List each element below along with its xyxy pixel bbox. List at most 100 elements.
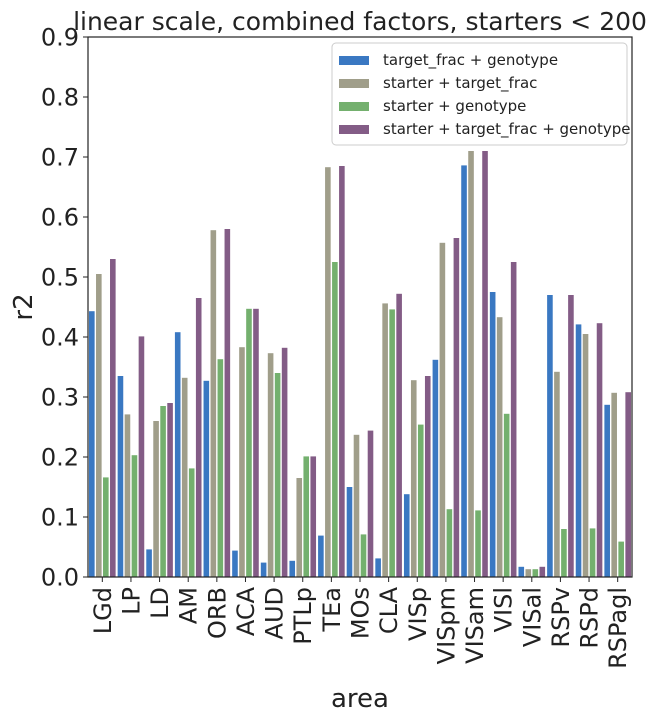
bar-RSPd-series-3 xyxy=(589,528,596,577)
y-tick-label: 0.6 xyxy=(41,204,79,232)
bar-ORB-series-1 xyxy=(203,380,210,577)
legend-swatch xyxy=(339,56,369,65)
bar-RSPv-series-3 xyxy=(561,529,567,577)
bar-VISpm-series-2 xyxy=(439,242,446,578)
bar-PTLp-series-1 xyxy=(289,560,296,577)
y-tick-label: 0.9 xyxy=(41,24,79,52)
x-tick-label: VISl xyxy=(490,587,518,632)
bar-MOs-series-2 xyxy=(353,434,360,577)
bar-LP-series-4 xyxy=(138,336,145,577)
bar-MOs-series-1 xyxy=(346,487,353,577)
x-axis: LGd LP LD AM ORB ACA AUD PTLp TEa MOs CLA VISp VISpm… xyxy=(89,577,632,669)
bar-TEa-series-4 xyxy=(339,166,345,577)
bar-RSPagl-series-2 xyxy=(611,392,617,577)
x-tick-label: LP xyxy=(117,587,145,615)
x-tick-label: CLA xyxy=(375,586,403,634)
bar-AM-series-3 xyxy=(188,468,195,577)
bar-RSPagl-series-4 xyxy=(625,392,631,577)
bar-LD-series-3 xyxy=(160,406,166,577)
x-tick-label: LD xyxy=(146,587,174,619)
bar-TEa-series-2 xyxy=(325,167,331,577)
x-tick-label: PTLp xyxy=(289,587,317,645)
bar-VISam-series-4 xyxy=(482,151,488,577)
bar-ORB-series-3 xyxy=(217,359,224,577)
x-tick-label: RSPd xyxy=(576,587,604,649)
bar-VISl-series-1 xyxy=(489,292,496,577)
bar-RSPv-series-2 xyxy=(554,371,560,577)
bar-RSPagl-series-1 xyxy=(604,404,610,577)
bar-VISl-series-3 xyxy=(503,413,510,577)
bar-LP-series-3 xyxy=(131,455,138,577)
bar-LD-series-2 xyxy=(153,421,159,577)
y-tick-label: 0.1 xyxy=(41,504,79,532)
bar-RSPagl-series-3 xyxy=(618,541,624,577)
bar-LGd-series-1 xyxy=(89,311,95,577)
bar-VISal-series-3 xyxy=(532,569,539,577)
bar-VISp-series-4 xyxy=(424,376,431,577)
bar-RSPv-series-1 xyxy=(547,295,553,577)
bar-LD-series-1 xyxy=(146,549,152,577)
legend-box xyxy=(331,42,628,146)
bar-VISam-series-2 xyxy=(468,151,474,577)
x-tick-label: LGd xyxy=(89,587,117,634)
bar-PTLp-series-4 xyxy=(310,456,317,577)
x-tick-label: RSPagl xyxy=(604,587,632,669)
x-tick-label: AUD xyxy=(261,587,289,639)
bar-AM-series-4 xyxy=(195,298,202,577)
bar-LGd-series-2 xyxy=(96,274,102,577)
bar-LP-series-2 xyxy=(124,414,131,577)
bar-ORB-series-2 xyxy=(210,230,217,577)
x-tick-label: VISam xyxy=(461,587,489,664)
bar-VISl-series-2 xyxy=(496,317,503,577)
x-tick-label: VISpm xyxy=(432,587,460,664)
x-axis-label: area xyxy=(331,684,389,714)
bar-ACA-series-3 xyxy=(246,308,252,577)
y-axis: 0.0 0.1 0.2 0.3 0.4 0.5 0.6 0.7 0.8 0.9 xyxy=(41,24,88,592)
chart-title: linear scale, combined factors, starters… xyxy=(73,7,647,36)
bar-RSPd-series-4 xyxy=(596,323,603,577)
x-tick-label: TEa xyxy=(318,587,346,633)
legend-swatch xyxy=(339,79,369,88)
bar-MOs-series-4 xyxy=(367,430,374,577)
legend-swatch xyxy=(339,102,369,111)
bar-LGd-series-3 xyxy=(103,477,109,577)
bar-AUD-series-2 xyxy=(267,353,274,577)
bar-VISal-series-4 xyxy=(539,566,546,577)
y-axis-label: r2 xyxy=(9,293,39,320)
bar-ORB-series-4 xyxy=(224,229,231,577)
bar-RSPd-series-1 xyxy=(575,324,582,577)
legend-entry: starter + target_frac + genotype xyxy=(383,120,630,139)
x-tick-label: MOs xyxy=(347,587,375,639)
bar-VISpm-series-3 xyxy=(446,509,453,577)
x-tick-label: VISal xyxy=(518,587,546,647)
bar-CLA-series-2 xyxy=(382,303,388,577)
bar-PTLp-series-3 xyxy=(303,456,310,577)
bar-LGd-series-4 xyxy=(110,259,116,577)
bar-VISal-series-1 xyxy=(518,566,525,577)
bar-VISal-series-2 xyxy=(525,569,532,577)
bar-VISl-series-4 xyxy=(510,262,517,577)
bar-VISpm-series-1 xyxy=(432,359,439,577)
bar-AUD-series-3 xyxy=(274,373,281,577)
bar-TEa-series-3 xyxy=(332,262,338,577)
y-tick-label: 0.4 xyxy=(41,324,79,352)
bar-VISp-series-2 xyxy=(410,380,417,577)
x-tick-label: VISp xyxy=(404,587,432,641)
y-tick-label: 0.8 xyxy=(41,84,79,112)
bar-TEa-series-1 xyxy=(318,535,324,577)
legend-entry: target_frac + genotype xyxy=(383,51,558,70)
bar-LP-series-1 xyxy=(117,376,124,577)
y-tick-label: 0.5 xyxy=(41,264,79,292)
bar-ACA-series-1 xyxy=(232,550,238,577)
y-tick-label: 0.3 xyxy=(41,384,79,412)
bar-AM-series-1 xyxy=(174,332,181,577)
bar-CLA-series-1 xyxy=(375,558,381,577)
bars-group xyxy=(89,151,631,578)
y-tick-label: 0.2 xyxy=(41,444,79,472)
legend: target_frac + genotype starter + target_f… xyxy=(331,42,630,146)
legend-entry: starter + target_frac xyxy=(383,74,537,93)
bar-CLA-series-3 xyxy=(389,309,395,577)
bar-AUD-series-1 xyxy=(260,562,267,577)
x-tick-label: ORB xyxy=(203,587,231,639)
